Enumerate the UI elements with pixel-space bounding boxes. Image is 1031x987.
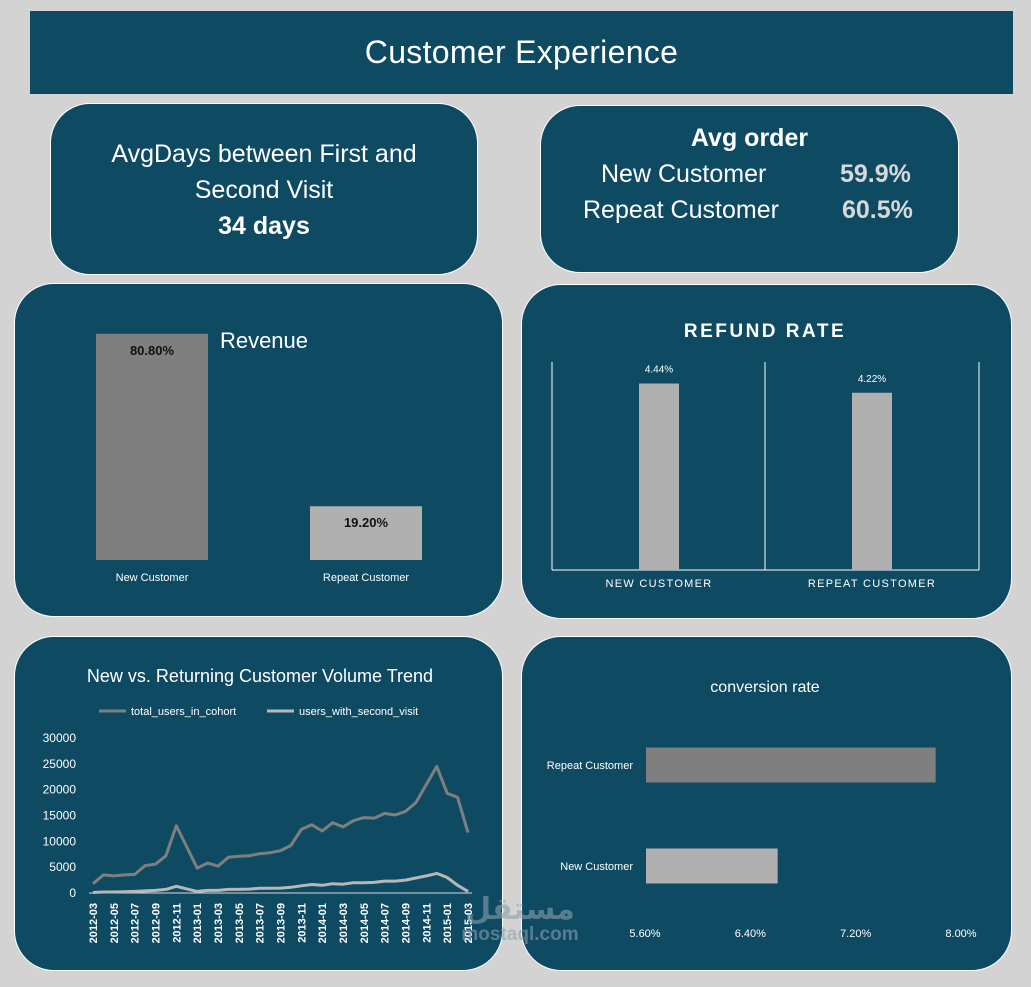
x-tick-label-0: 2012-03 (88, 903, 100, 943)
x-tick-label-0: 5.60% (629, 928, 660, 940)
chart-title: New vs. Returning Customer Volume Trend (87, 666, 433, 686)
x-tick-label-8: 2013-07 (255, 903, 267, 943)
volume-trend-card: New vs. Returning Customer Volume Trend t… (14, 636, 503, 971)
avg-days-card: AvgDays between First and Second Visit 3… (50, 103, 478, 275)
avg-order-repeat-label: Repeat Customer (583, 196, 779, 224)
category-label-1: Repeat Customer (323, 572, 410, 584)
header-banner: Customer Experience (30, 11, 1013, 94)
x-tick-label-4: 2012-11 (171, 903, 183, 943)
category-label-1: New Customer (560, 861, 633, 873)
x-tick-label-14: 2014-07 (380, 903, 392, 943)
chart-title: conversion rate (710, 679, 819, 696)
x-tick-label-9: 2013-09 (276, 903, 288, 943)
x-tick-label-18: 2015-03 (463, 903, 475, 943)
conversion-rate-card: conversion rate Repeat Customer New Custom… (521, 636, 1012, 971)
page-title: Customer Experience (364, 34, 679, 70)
x-tick-label-16: 2014-11 (421, 903, 433, 943)
revenue-chart: Revenue 80.80% New Customer 19.20% Repeat Cu… (96, 328, 422, 584)
x-tick-label-17: 2015-01 (442, 903, 454, 943)
data-label-1: 4.22% (858, 374, 886, 385)
avg-order-new-value: 59.9% (840, 160, 911, 188)
bar-1 (310, 506, 422, 560)
avg-order-new-label: New Customer (601, 160, 767, 188)
x-tick-label-5: 2013-01 (192, 903, 204, 943)
y-tick-label-3: 15000 (43, 809, 77, 823)
x-tick-label-3: 8.00% (945, 928, 976, 940)
x-tick-label-7: 2013-05 (234, 903, 246, 943)
refund-rate-chart: REFUND RATE 4.44% NEW CUSTOMER 4.22% REPEAT … (551, 321, 980, 590)
x-tick-label-1: 2012-05 (109, 903, 121, 943)
y-tick-label-4: 20000 (43, 783, 77, 797)
chart-title: REFUND RATE (684, 321, 846, 342)
legend-label-0: total_users_in_cohort (131, 706, 236, 718)
x-tick-label-1: 6.40% (735, 928, 766, 940)
bar-0 (639, 383, 679, 570)
x-tick-label-15: 2014-09 (401, 903, 413, 943)
bar-1 (646, 848, 778, 884)
x-tick-label-10: 2013-11 (296, 903, 308, 943)
x-tick-label-2: 2012-07 (130, 903, 142, 943)
y-tick-label-6: 30000 (43, 731, 77, 745)
legend-label-1: users_with_second_visit (299, 706, 418, 718)
avg-days-label-line1: AvgDays between First and (111, 140, 417, 168)
avg-order-repeat-value: 60.5% (842, 196, 913, 224)
conversion-rate-chart: conversion rate Repeat Customer New Custom… (547, 679, 977, 940)
category-label-0: Repeat Customer (547, 760, 634, 772)
revenue-card: Revenue 80.80% New Customer 19.20% Repeat Cu… (14, 283, 503, 617)
x-tick-label-12: 2014-03 (338, 903, 350, 943)
x-tick-label-6: 2013-03 (213, 903, 225, 943)
volume-trend-chart: New vs. Returning Customer Volume Trend t… (43, 666, 475, 943)
bar-1 (852, 392, 892, 570)
y-tick-label-1: 5000 (49, 860, 76, 874)
bar-0 (96, 333, 208, 560)
watermark-latin: mostaql.com (461, 924, 579, 945)
bar-0 (646, 747, 936, 783)
x-tick-label-2: 7.20% (840, 928, 871, 940)
avg-order-title: Avg order (690, 124, 809, 152)
y-tick-label-5: 25000 (43, 757, 77, 771)
avg-order-card: Avg order New Customer 59.9% Repeat Cust… (540, 105, 959, 273)
data-label-1: 19.20% (344, 515, 389, 530)
data-label-0: 4.44% (645, 365, 673, 376)
x-tick-label-3: 2012-09 (151, 903, 163, 943)
data-label-0: 80.80% (130, 343, 175, 358)
avg-days-label-line2: Second Visit (194, 176, 334, 204)
watermark-logo: مستقل mostaql.com (450, 895, 590, 945)
category-label-0: NEW CUSTOMER (605, 578, 712, 590)
x-tick-label-11: 2014-01 (317, 903, 329, 943)
refund-rate-card: REFUND RATE 4.44% NEW CUSTOMER 4.22% REPEAT … (521, 284, 1012, 619)
chart-title: Revenue (220, 328, 308, 353)
category-label-1: REPEAT CUSTOMER (808, 578, 936, 590)
y-tick-label-2: 10000 (43, 834, 77, 848)
category-label-0: New Customer (116, 572, 189, 584)
series-line-0 (92, 764, 470, 885)
watermark-arabic: مستقل (465, 893, 575, 926)
x-tick-label-13: 2014-05 (359, 903, 371, 943)
series-line-1 (92, 871, 469, 894)
y-tick-label-0: 0 (69, 886, 76, 900)
avg-days-value: 34 days (218, 212, 310, 240)
